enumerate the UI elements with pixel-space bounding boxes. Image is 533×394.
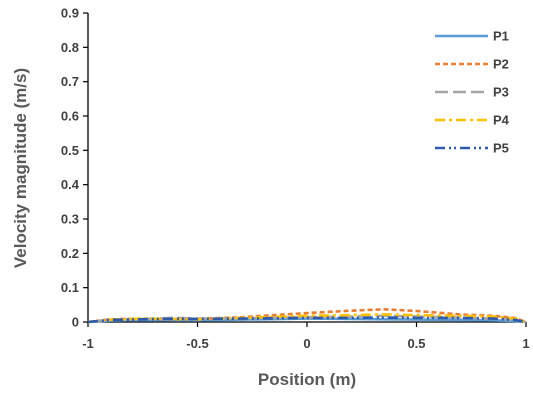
- y-tick-label: 0.7: [61, 74, 79, 89]
- plot-area: 0 0.1 0.2 0.3 0.4 0.5 0.6 0.7 0.8 0.9 -1 -0.5 0 0.5 1: [61, 6, 530, 352]
- legend-label-p1: P1: [493, 29, 509, 44]
- series-lines: [87, 307, 527, 324]
- y-tick-label: 0.4: [61, 177, 80, 192]
- y-tick-label: 0.5: [61, 143, 79, 158]
- x-tick-label: -1: [82, 336, 94, 351]
- y-tick-label: 0.8: [61, 40, 79, 55]
- y-axis-title: Velocity magnitude (m/s): [11, 68, 30, 268]
- x-axis-title: Position (m): [258, 370, 356, 389]
- y-tick-label: 0: [72, 315, 79, 330]
- x-tick-label: -0.5: [186, 336, 208, 351]
- legend-label-p2: P2: [493, 57, 509, 72]
- y-axis-ticks: 0 0.1 0.2 0.3 0.4 0.5 0.6 0.7 0.8 0.9: [61, 6, 88, 330]
- y-tick-label: 0.6: [61, 109, 79, 124]
- x-tick-label: 0.5: [407, 336, 425, 351]
- legend: P1 P2 P3 P4 P5: [435, 29, 510, 156]
- legend-label-p5: P5: [493, 141, 509, 156]
- x-tick-label: 0: [303, 336, 310, 351]
- y-tick-label: 0.1: [61, 280, 79, 295]
- legend-label-p4: P4: [493, 113, 510, 128]
- x-axis-ticks: -1 -0.5 0 0.5 1: [82, 322, 530, 351]
- series-line-p5: [87, 316, 527, 324]
- y-tick-label: 0.9: [61, 6, 79, 21]
- x-tick-label: 1: [522, 336, 529, 351]
- y-tick-label: 0.3: [61, 212, 79, 227]
- y-tick-label: 0.2: [61, 246, 79, 261]
- legend-label-p3: P3: [493, 85, 509, 100]
